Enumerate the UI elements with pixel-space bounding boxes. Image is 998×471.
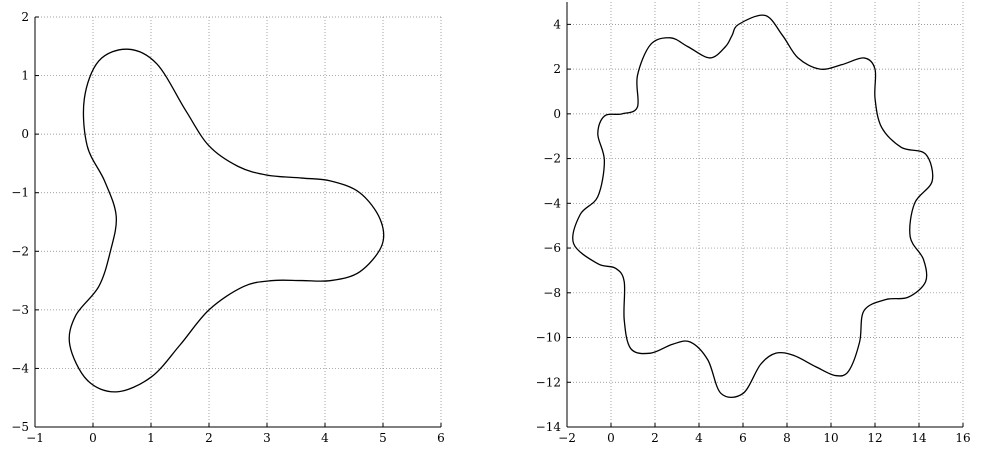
y-tick-label: 1 (21, 69, 29, 83)
x-tick-label: −2 (558, 431, 576, 445)
y-tick-label: −1 (11, 186, 29, 200)
y-tick-label: 2 (553, 62, 561, 76)
chart-panel-1: −1 0 1 2 3 4 5 6 2 1 0 −1 −2 −3 −4 −5 (11, 10, 445, 445)
y-tick-label: 4 (553, 17, 561, 31)
series-line-1 (572, 14, 934, 399)
x-tick-label: 14 (911, 431, 927, 445)
x-tick-label: 0 (607, 431, 615, 445)
chart-panel-2: −2 0 2 4 6 8 10 12 14 16 4 2 0 −2 −4 −6 −8 −10 −12 −14 (536, 2, 971, 445)
y-tick-label: −6 (543, 241, 561, 255)
x-tick-label: 2 (205, 431, 213, 445)
y-tick-label: −4 (543, 196, 561, 210)
y-tick-label: 2 (21, 10, 29, 24)
x-tick-label: −1 (26, 431, 44, 445)
x-tick-label: 12 (867, 431, 882, 445)
x-tick-label: 6 (739, 431, 747, 445)
y-tick-label: −2 (11, 244, 29, 258)
y-tick-label: 0 (21, 127, 29, 141)
y-tick-label: −2 (543, 152, 561, 166)
x-tick-label: 4 (321, 431, 329, 445)
x-tick-label: 8 (783, 431, 791, 445)
y-tick-label: 0 (553, 107, 561, 121)
x-tick-label: 5 (379, 431, 387, 445)
x-tick-label: 10 (823, 431, 838, 445)
x-tick-label: 4 (695, 431, 703, 445)
y-tick-label: −4 (11, 361, 29, 375)
x-tick-label: 3 (263, 431, 271, 445)
x-tick-label: 0 (89, 431, 97, 445)
x-tick-label: 6 (437, 431, 445, 445)
y-tick-label: −8 (543, 286, 561, 300)
y-tick-label: −12 (536, 375, 561, 389)
x-tick-label: 16 (955, 431, 970, 445)
y-tick-label: −14 (536, 420, 562, 434)
y-tick-label: −3 (11, 303, 29, 317)
y-tick-label: −5 (11, 420, 29, 434)
x-tick-label: 2 (651, 431, 659, 445)
series-line-1 (68, 48, 385, 393)
y-tick-label: −10 (536, 331, 561, 345)
x-tick-label: 1 (147, 431, 155, 445)
